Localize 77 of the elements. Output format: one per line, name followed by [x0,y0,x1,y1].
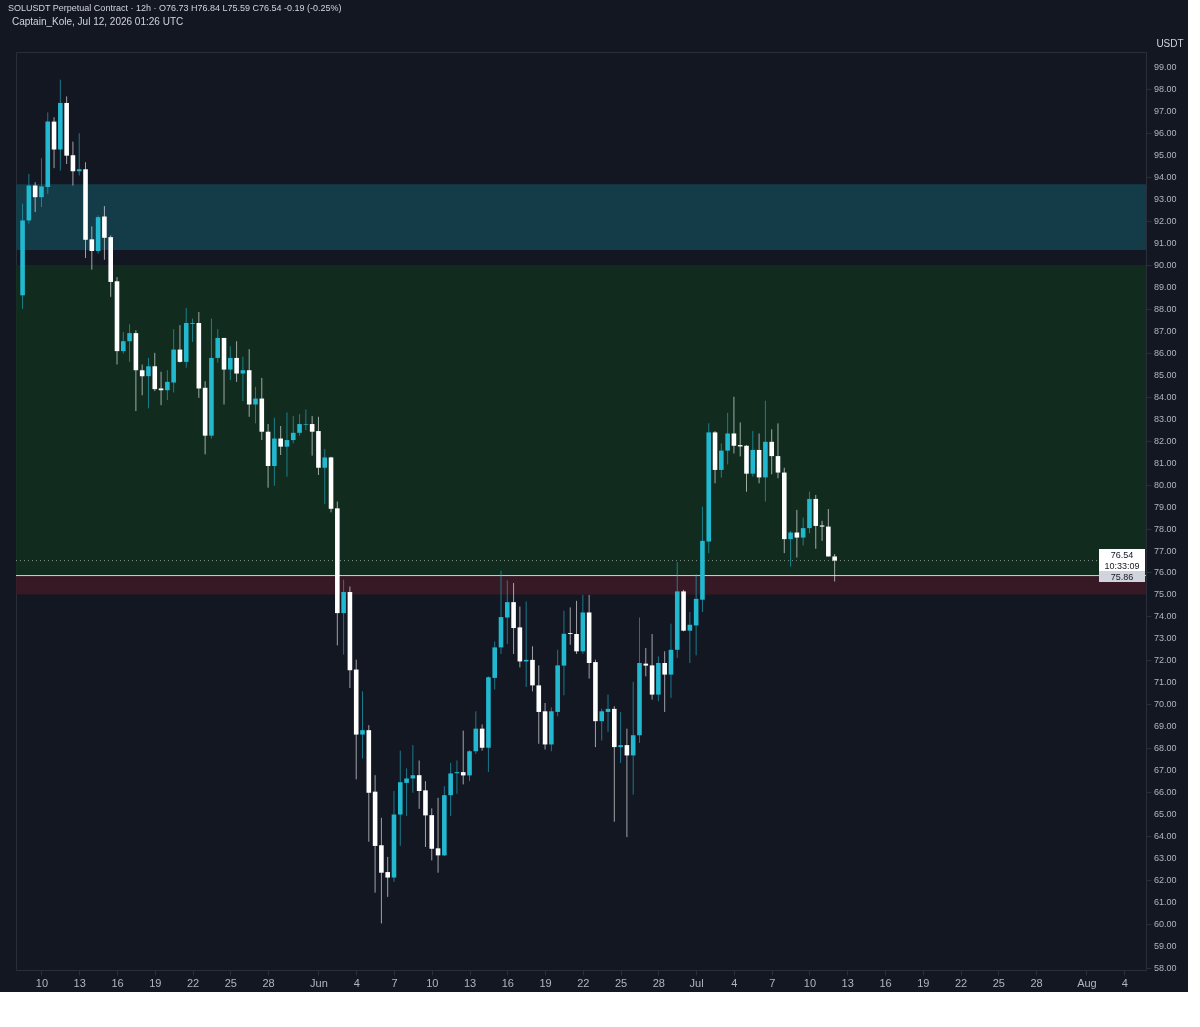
y-tick-label: 86.00 [1154,347,1177,358]
x-tick-label: Aug [1077,976,1097,989]
x-tick-label: 25 [992,976,1005,989]
y-tick-label: 84.00 [1154,391,1177,402]
x-tick-label: 25 [224,976,237,989]
x-tick-label: 10 [803,976,817,989]
x-tick-label: 16 [501,976,514,989]
y-tick-label: 87.00 [1154,325,1177,336]
y-tick-label: 90.00 [1154,260,1177,271]
x-tick-label: 25 [614,976,628,989]
x-tick-label: 7 [391,976,398,989]
y-tick-label: 73.00 [1154,633,1177,644]
y-tick-label: 91.00 [1154,238,1177,249]
y-tick-label: 58.00 [1154,962,1177,973]
y-tick-label: 76.00 [1154,567,1177,578]
x-tick-label: 19 [149,976,162,989]
y-tick-label: 96.00 [1154,128,1177,139]
x-tick-label: 10 [35,976,49,989]
y-tick-label: 68.00 [1154,743,1177,754]
y-tick-label: 65.00 [1154,809,1177,820]
y-tick-label: 61.00 [1154,896,1177,907]
y-tick-label: 59.00 [1154,940,1177,951]
x-tick-label: 28 [652,976,665,989]
y-tick-label: 82.00 [1154,435,1177,446]
y-tick-label: 71.00 [1154,677,1177,688]
x-tick-label: 4 [731,976,738,989]
y-tick-label: 63.00 [1154,853,1177,863]
y-tick-label: 79.00 [1154,501,1177,512]
y-tick-label: 89.00 [1154,281,1177,292]
y-tick-label: 64.00 [1154,831,1177,842]
x-tick-label: 13 [73,976,86,989]
y-tick-label: 95.00 [1154,150,1177,161]
x-tick-label: 13 [841,976,854,989]
x-tick-label: 16 [879,976,892,989]
x-tick-label: 28 [262,976,275,989]
text: Captain_Kole, Jul 12, 2026 01:26 UTC [12,16,184,27]
x-tick-label: Jul [689,976,704,989]
y-tick-label: 60.00 [1154,918,1177,929]
x-tick-label: 22 [186,976,200,989]
chart-title: SOLUSDT Perpetual Contract · 12h · O76.73 H76.84 L75.59 C76.54 -0.19 (-0.25%) [8,3,342,13]
x-tick-label: Jun [310,976,328,989]
y-tick-label: 98.00 [1154,84,1177,95]
y-tick-label: 85.00 [1154,369,1177,380]
y-tick-label: 83.00 [1154,413,1177,424]
y-tick-label: 92.00 [1154,216,1177,227]
ref-line-label: 76.54 [1110,549,1134,560]
annotation: 10:33:09 [1104,560,1140,571]
y-tick-label: 72.00 [1154,655,1177,666]
y-tick-label: 81.00 [1154,457,1177,468]
x-tick-label: 28 [1030,976,1043,989]
x-tick-label: 4 [1121,976,1128,989]
x-tick-label: 19 [539,976,552,989]
y-tick-label: 78.00 [1154,523,1177,534]
y-tick-label: 69.00 [1154,721,1177,732]
x-tick-label: 4 [353,976,360,989]
y-tick-label: 77.00 [1154,545,1177,556]
y-tick-label: 93.00 [1154,194,1177,205]
y-axis-title: USDT [1156,38,1184,49]
y-tick-label: 88.00 [1154,303,1177,314]
y-tick-label: 97.00 [1154,106,1177,117]
y-tick-label: 74.00 [1154,611,1177,622]
y-tick-label: 94.00 [1154,172,1177,183]
y-tick-label: 70.00 [1154,699,1177,710]
y-tick-label: 75.00 [1154,589,1177,600]
x-tick-label: 19 [917,976,930,989]
x-tick-label: 13 [463,976,477,989]
ref-line-label: 75.86 [1110,571,1134,582]
x-tick-label: 22 [577,976,590,989]
x-tick-label: 7 [769,976,776,989]
y-tick-label: 62.00 [1154,874,1177,885]
x-tick-label: 10 [426,976,439,989]
y-tick-label: 80.00 [1154,479,1177,490]
y-tick-label: 66.00 [1154,787,1177,798]
y-tick-label: 67.00 [1154,765,1177,776]
x-tick-label: 16 [111,976,124,989]
y-tick-label: 99.00 [1154,62,1177,73]
x-tick-label: 22 [954,976,968,989]
